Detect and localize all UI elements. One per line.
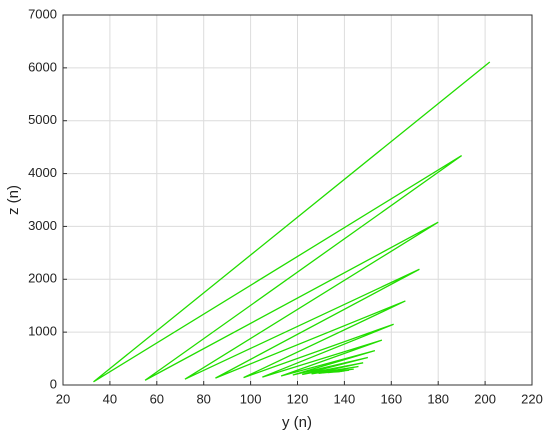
y-tick-label: 2000	[28, 271, 57, 286]
x-tick-label: 160	[380, 391, 402, 406]
x-tick-label: 180	[427, 391, 449, 406]
x-tick-label: 200	[474, 391, 496, 406]
y-tick-label: 5000	[28, 112, 57, 127]
x-tick-label: 120	[287, 391, 309, 406]
x-tick-label: 140	[334, 391, 356, 406]
x-tick-label: 60	[150, 391, 164, 406]
x-tick-label: 220	[521, 391, 543, 406]
axes-box	[62, 14, 533, 386]
y-tick-label: 6000	[28, 59, 57, 74]
data-line	[93, 61, 491, 383]
y-tick-label: 1000	[28, 324, 57, 339]
x-axis-label: y (n)	[282, 414, 312, 431]
y-tick-label: 4000	[28, 165, 57, 180]
x-tick-label: 80	[196, 391, 210, 406]
y-tick-label: 0	[50, 376, 57, 391]
y-tick-label: 3000	[28, 218, 57, 233]
x-tick-label: 100	[240, 391, 262, 406]
y-tick-label: 7000	[28, 6, 57, 21]
x-tick-label: 20	[56, 391, 70, 406]
y-axis-label: z (n)	[5, 185, 22, 215]
x-tick-label: 40	[103, 391, 117, 406]
